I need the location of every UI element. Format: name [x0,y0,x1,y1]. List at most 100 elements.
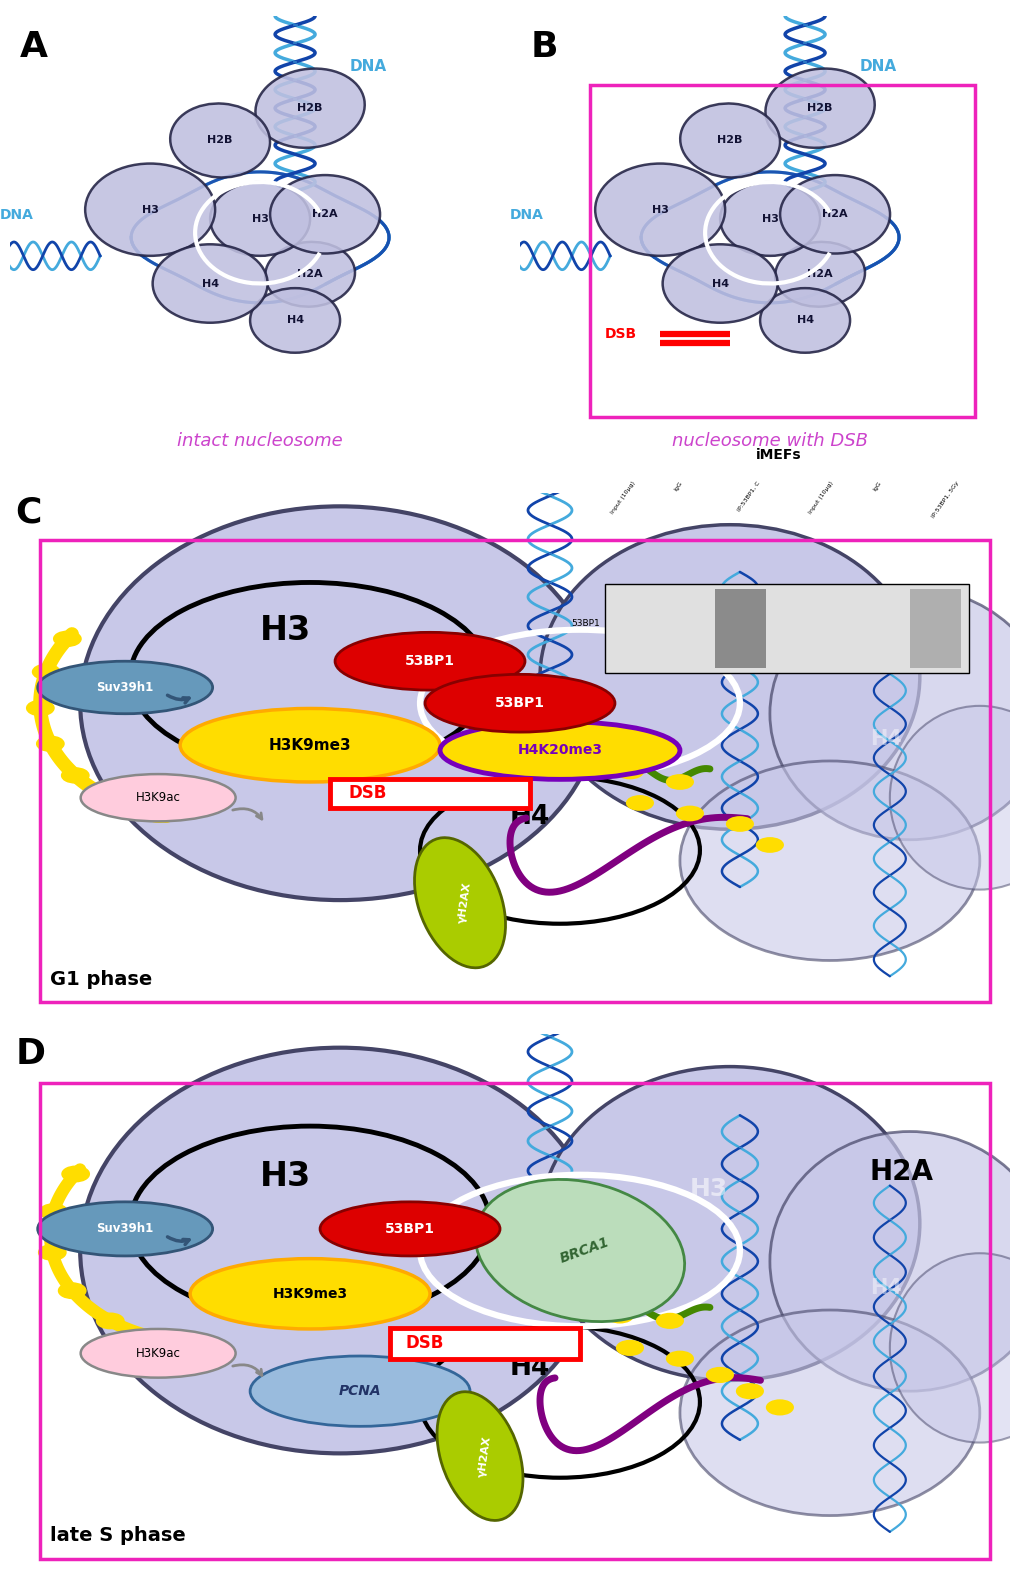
Circle shape [727,818,752,831]
Text: 53BP1: 53BP1 [384,1222,435,1236]
Ellipse shape [759,288,849,353]
Circle shape [756,838,783,851]
Text: intact nucleosome: intact nucleosome [177,431,342,450]
Text: BRCA1: BRCA1 [557,1235,611,1266]
Text: H4: H4 [869,1278,901,1298]
Circle shape [34,665,59,679]
Ellipse shape [190,1258,430,1328]
Bar [389,1328,580,1359]
Text: IgG: IgG [871,480,881,492]
Circle shape [38,737,63,751]
Text: H2A: H2A [821,210,847,220]
Text: H4: H4 [510,803,549,831]
Text: H3: H3 [689,632,728,655]
Text: B: B [530,30,557,64]
Circle shape [656,1314,683,1328]
Text: IP:53BP1, C: IP:53BP1, C [736,480,760,512]
Text: late S phase: late S phase [50,1526,185,1545]
Text: 53BP1: 53BP1 [494,697,544,710]
Circle shape [616,765,642,778]
Circle shape [616,1341,642,1356]
Circle shape [666,775,692,789]
Ellipse shape [539,525,919,829]
Text: H3: H3 [651,205,667,215]
Bar [40,541,988,1002]
Bar [604,584,968,673]
Ellipse shape [680,760,979,961]
Circle shape [706,1368,733,1383]
Text: H2B: H2B [207,135,232,145]
Text: H3: H3 [260,614,311,648]
Circle shape [677,807,702,821]
Text: H3: H3 [689,1177,728,1201]
Ellipse shape [170,103,270,178]
Ellipse shape [439,722,680,780]
Ellipse shape [769,587,1019,840]
Circle shape [627,796,652,810]
Bar [909,589,960,668]
Text: DSB: DSB [405,1333,443,1352]
Text: H2B: H2B [716,135,742,145]
Ellipse shape [719,181,819,256]
Circle shape [41,1204,66,1219]
Circle shape [666,1352,692,1365]
Ellipse shape [680,1309,979,1516]
Ellipse shape [210,181,310,256]
Circle shape [606,1308,633,1322]
Circle shape [766,1400,792,1414]
Ellipse shape [270,175,380,253]
Circle shape [146,808,171,821]
Text: H3: H3 [142,205,158,215]
Text: PCNA: PCNA [338,1384,381,1398]
Ellipse shape [81,1047,599,1454]
Ellipse shape [425,675,614,732]
Circle shape [54,632,81,646]
Circle shape [28,702,53,714]
Text: H2A: H2A [312,210,337,220]
Text: H2A: H2A [869,1158,933,1187]
Text: DNA: DNA [510,208,543,221]
Bar [590,84,974,417]
Bar [330,780,530,808]
Text: 53BP1: 53BP1 [571,619,599,628]
Ellipse shape [265,242,355,307]
Text: Input (10µg): Input (10µg) [609,480,635,515]
Text: H2B: H2B [298,103,322,113]
Text: γH2AX: γH2AX [477,1435,492,1478]
Text: H4: H4 [711,278,728,288]
Text: IgG: IgG [673,480,683,492]
Text: H2A: H2A [806,269,833,280]
Circle shape [148,1332,174,1346]
Text: H4K20me3: H4K20me3 [517,743,602,757]
Circle shape [100,792,125,807]
Ellipse shape [436,1392,523,1521]
Text: H4: H4 [202,278,218,288]
Ellipse shape [81,775,235,821]
Ellipse shape [774,242,864,307]
Text: γH2AX: γH2AX [457,881,473,924]
Circle shape [40,1246,65,1260]
Text: C: C [15,496,42,530]
Ellipse shape [680,103,780,178]
Bar [40,1083,988,1559]
Text: A: A [20,30,48,64]
Ellipse shape [475,1179,684,1322]
Ellipse shape [889,1254,1019,1443]
Ellipse shape [334,632,525,690]
Ellipse shape [889,706,1019,889]
Text: DNA: DNA [0,208,34,221]
Text: H4: H4 [796,315,813,326]
Text: H4: H4 [286,315,304,326]
Text: H2B: H2B [807,103,832,113]
Ellipse shape [320,1201,499,1255]
Text: G1 phase: G1 phase [50,971,152,990]
Ellipse shape [595,164,725,256]
Text: Input (10µg): Input (10µg) [808,480,834,515]
Ellipse shape [255,68,365,148]
Ellipse shape [769,1131,1019,1391]
Text: DSB: DSB [604,328,637,342]
Ellipse shape [81,1328,235,1378]
Circle shape [62,1166,89,1181]
Text: H3: H3 [260,1160,311,1193]
Text: H3K9ac: H3K9ac [136,791,180,803]
